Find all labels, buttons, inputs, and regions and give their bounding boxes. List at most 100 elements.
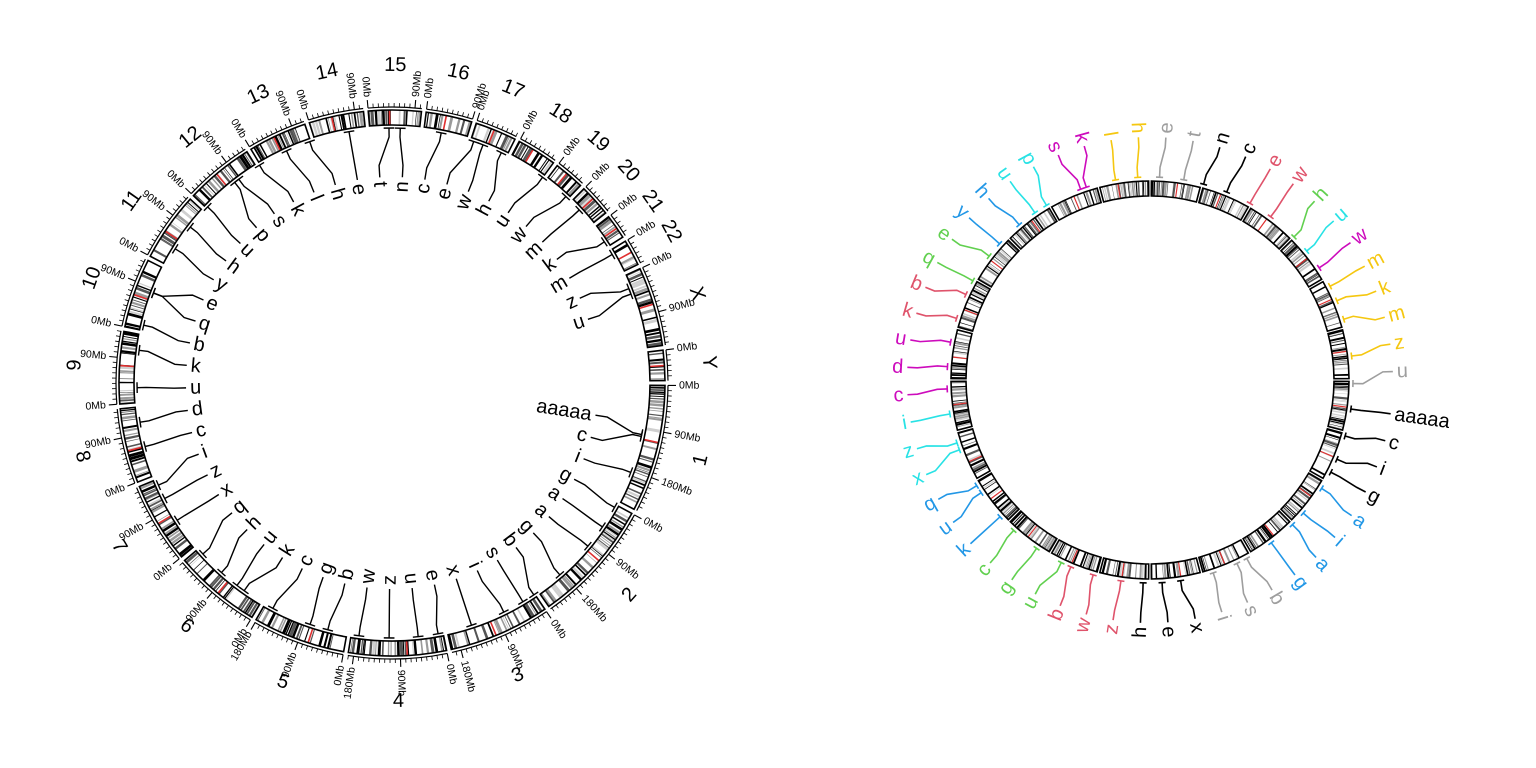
axis-tick-label: 90Mb (410, 70, 424, 97)
gene-label: d (892, 356, 904, 379)
label-connector (525, 196, 567, 228)
label-connector (1246, 558, 1273, 591)
label-connector (1110, 140, 1117, 181)
label-connector (1202, 147, 1221, 185)
chromosome-name: 12 (175, 122, 206, 153)
chromosome-name: 8 (71, 448, 95, 464)
axis-tick-label: 0Mb (422, 77, 436, 99)
chromosome-15: 0Mb 90Mb 15 (359, 54, 424, 128)
gene-label: k (1376, 275, 1394, 299)
ideogram-6-bands (1151, 558, 1198, 579)
label-connector (1136, 137, 1140, 178)
label-connector (925, 449, 960, 476)
label-connector (327, 583, 346, 630)
chromosome-5-centromere (307, 628, 314, 644)
label-connector (507, 176, 544, 214)
chromosome-name: 9 (63, 359, 86, 371)
label-connector (1344, 435, 1386, 442)
gene-label: b (1044, 605, 1069, 623)
gene-label: d (190, 397, 204, 420)
chromosome-axis (367, 106, 422, 110)
axis-tick-label: 0Mb (520, 108, 540, 132)
label-connector (358, 587, 368, 636)
label-connector (1249, 168, 1271, 204)
label-connector (1161, 582, 1169, 623)
label-connector (515, 547, 535, 596)
chromosome-17-centromere (487, 129, 496, 145)
chromosome-name: 1 (689, 452, 713, 468)
chromosome-13-centromere (272, 136, 281, 151)
axis-tick-label: 0Mb (679, 380, 700, 392)
axis-tick-label: 90Mb (613, 556, 641, 582)
axis-tick-label: 0Mb (151, 561, 175, 583)
gene-label: c (412, 182, 435, 195)
label-connector (153, 292, 204, 301)
label-connector (968, 217, 1001, 245)
label-track: aaaaacigaagbsixeuzwbgckuhqxzicdukbqeyhup… (136, 127, 644, 639)
gene-label: g (1364, 484, 1384, 509)
chromosome-axis (116, 409, 136, 484)
label-connector (309, 141, 337, 186)
ideogram-3-centromere (1298, 487, 1312, 498)
chromosome-16-centromere (442, 115, 448, 131)
chromosome-10-centromere (133, 293, 149, 301)
chromosome-name: 20 (613, 155, 644, 186)
axis-tick-label: 0Mb (103, 482, 127, 501)
ideogram-1-centromere (1332, 404, 1348, 408)
label-connector (399, 128, 404, 178)
gene-label: c (1386, 431, 1401, 455)
chromosome-4-bands (348, 635, 447, 657)
label-connector (153, 292, 196, 322)
label-connector (916, 312, 957, 320)
chromosome-axis (121, 258, 146, 327)
chromosome-15-centromere (388, 110, 391, 126)
gene-label: c (574, 423, 589, 447)
label-connector (1336, 458, 1378, 468)
gene-label: h (1127, 122, 1150, 134)
label-connector (488, 152, 502, 202)
label-connector (1059, 566, 1072, 607)
ideogram-2-bands (1311, 428, 1342, 476)
gene-label: y (951, 200, 973, 223)
chromosome-4-centromere (405, 640, 409, 656)
axis-tick-label: 90Mb (343, 72, 358, 100)
chromosome-11-bands (153, 200, 201, 259)
axis-tick-label: 0Mb (634, 218, 658, 239)
ideogram-2-centromere (1319, 450, 1334, 458)
chromosome-axis (636, 385, 669, 511)
gene-label: i (1331, 532, 1349, 552)
ideogram-3-bands (1281, 473, 1322, 520)
label-connector (1112, 580, 1122, 621)
gene-label: g (314, 559, 338, 577)
gene-label: m (1386, 301, 1408, 327)
label-connector (202, 512, 233, 555)
ideogram-5-bands (1199, 539, 1249, 572)
gene-label: e (421, 568, 445, 583)
axis-tick-label: 0Mb (676, 340, 698, 354)
label-connector (1336, 290, 1377, 302)
label-connector (1236, 563, 1249, 603)
gene-label: z (206, 459, 225, 483)
axis-tick-label: 0Mb (332, 664, 347, 686)
axis-tick-label: 0Mb (444, 663, 460, 686)
gene-label: t (369, 181, 391, 188)
gene-label: u (1018, 593, 1043, 613)
chromosome-13-bands (253, 124, 310, 161)
label-connector (348, 131, 359, 181)
gene-label: u (1330, 203, 1353, 227)
label-connector (1350, 408, 1391, 415)
gene-label: m (1363, 247, 1388, 274)
chromosome-axis (136, 487, 180, 560)
chromosome-name: 17 (499, 75, 528, 104)
gene-label: z (379, 575, 401, 585)
ideogram-10-centromere (990, 489, 1003, 500)
axis-tick-label: 0Mb (561, 135, 583, 159)
chromosome-18: 0Mb 18 (511, 98, 576, 177)
